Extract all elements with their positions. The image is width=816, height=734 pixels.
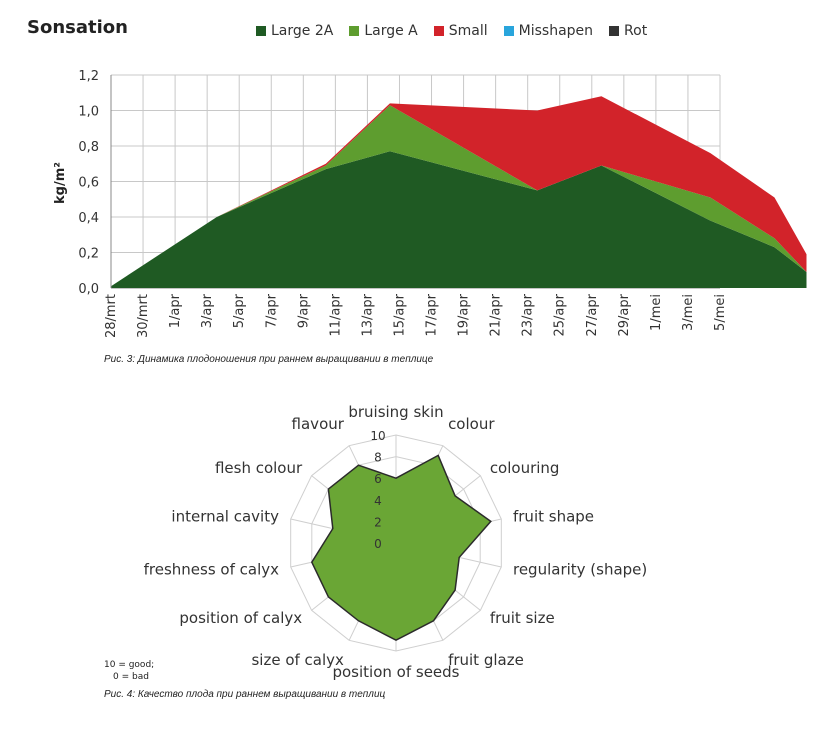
legend-swatch — [609, 26, 620, 36]
legend-item-large-2a: Large 2A — [256, 21, 333, 41]
area-large-2a — [111, 151, 807, 288]
x-tick-label: 1/mei — [649, 294, 664, 331]
radar-tick-label: 2 — [374, 515, 382, 529]
x-tick-label: 11/apr — [328, 293, 343, 336]
x-tick-label: 23/apr — [521, 293, 536, 336]
y-tick-label: 0,6 — [78, 176, 99, 191]
radar-caption: Рис. 4: Качество плода при раннем выращи… — [104, 689, 386, 700]
y-tick-label: 0,4 — [78, 211, 99, 226]
x-tick-label: 19/apr — [457, 293, 472, 336]
radar-axis-label: fruit glaze — [448, 651, 524, 669]
radar-axis-label: bruising skin — [348, 403, 443, 421]
x-tick-label: 5/mei — [713, 294, 728, 331]
y-axis-label: kg/m² — [53, 162, 68, 204]
legend-item-small: Small — [433, 21, 488, 41]
radar-tick-label: 0 — [374, 537, 382, 551]
y-tick-label: 0,0 — [78, 282, 99, 297]
radar-axis-label: fruit size — [490, 609, 555, 627]
legend-item-large-a: Large A — [349, 21, 418, 41]
radar-axis-label: position of calyx — [179, 609, 302, 627]
radar-axis-label: position of seeds — [332, 663, 459, 681]
radar-series — [310, 454, 492, 642]
x-tick-label: 7/apr — [264, 293, 279, 328]
legend-label: Large 2A — [271, 23, 334, 39]
score-note-bad: 0 = bad — [113, 672, 149, 682]
area-series — [111, 96, 807, 288]
x-tick-label: 3/mei — [681, 294, 696, 331]
legend-label: Rot — [624, 23, 648, 39]
radar-axis-label: fruit shape — [513, 507, 594, 525]
x-tick-label: 5/apr — [232, 293, 247, 328]
legend-swatch — [503, 26, 514, 36]
legend-label: Misshapen — [518, 23, 594, 39]
radar-chart: 0 2 4 6 8 10 bruising skin colour colouring fruit… — [144, 403, 648, 681]
x-tick-label: 9/apr — [296, 293, 311, 328]
legend: Large 2A Large A Small Misshapen Rot — [256, 21, 663, 41]
x-tick-label: 27/apr — [585, 293, 600, 336]
legend-item-misshapen: Misshapen — [503, 21, 594, 41]
chart-title: Sonsation — [27, 17, 128, 38]
radar-axis-label: flesh colour — [215, 459, 303, 477]
x-tick-label: 3/apr — [200, 293, 215, 328]
legend-label: Small — [448, 23, 488, 39]
legend-swatch — [256, 26, 266, 36]
x-tick-label: 21/apr — [489, 293, 504, 336]
area-axes: 0,0 0,2 0,4 0,6 0,8 1,0 1,2 28/mrt 30/mrt 1/apr 3/… — [78, 69, 728, 338]
y-tick-label: 1,0 — [78, 105, 99, 120]
area-large-a — [111, 105, 807, 287]
legend-label: Large A — [364, 23, 418, 39]
radar-area — [310, 454, 492, 642]
x-tick-label: 1/apr — [168, 293, 183, 328]
y-tick-label: 0,8 — [78, 140, 99, 155]
radar-axis-label: flavour — [292, 415, 345, 433]
x-tick-label: 29/apr — [617, 293, 632, 336]
y-tick-label: 0,2 — [78, 247, 99, 262]
area-small — [111, 96, 807, 287]
radar-tick-label: 8 — [374, 451, 382, 465]
x-tick-label: 17/apr — [425, 293, 440, 336]
x-tick-label: 13/apr — [360, 293, 375, 336]
radar-axis-label: colouring — [490, 459, 560, 477]
radar-labels: 0 2 4 6 8 10 bruising skin colour colouring fruit… — [144, 403, 648, 681]
radar-axis-label: regularity (shape) — [513, 561, 647, 579]
legend-item-rot: Rot — [609, 21, 647, 41]
radar-tick-label: 10 — [370, 429, 385, 443]
radar-axis-label: internal cavity — [171, 507, 279, 525]
y-tick-label: 1,2 — [78, 69, 99, 84]
x-tick-label: 30/mrt — [136, 294, 151, 338]
x-tick-label: 25/apr — [553, 293, 568, 336]
radar-axis-label: size of calyx — [251, 651, 344, 669]
area-chart: 0,0 0,2 0,4 0,6 0,8 1,0 1,2 28/mrt 30/mrt 1/apr 3/… — [53, 69, 807, 338]
score-note-good: 10 = good; — [104, 660, 155, 670]
x-tick-label: 15/apr — [392, 293, 407, 336]
area-caption: Рис. 3: Динамика плодоношения при раннем… — [104, 354, 434, 365]
radar-tick-label: 4 — [374, 494, 382, 508]
legend-swatch — [349, 26, 360, 36]
radar-axis-label: freshness of calyx — [144, 561, 280, 579]
radar-tick-label: 6 — [374, 472, 382, 486]
legend-swatch — [433, 26, 444, 36]
radar-axis-label: colour — [448, 415, 495, 433]
x-tick-label: 28/mrt — [104, 294, 119, 338]
